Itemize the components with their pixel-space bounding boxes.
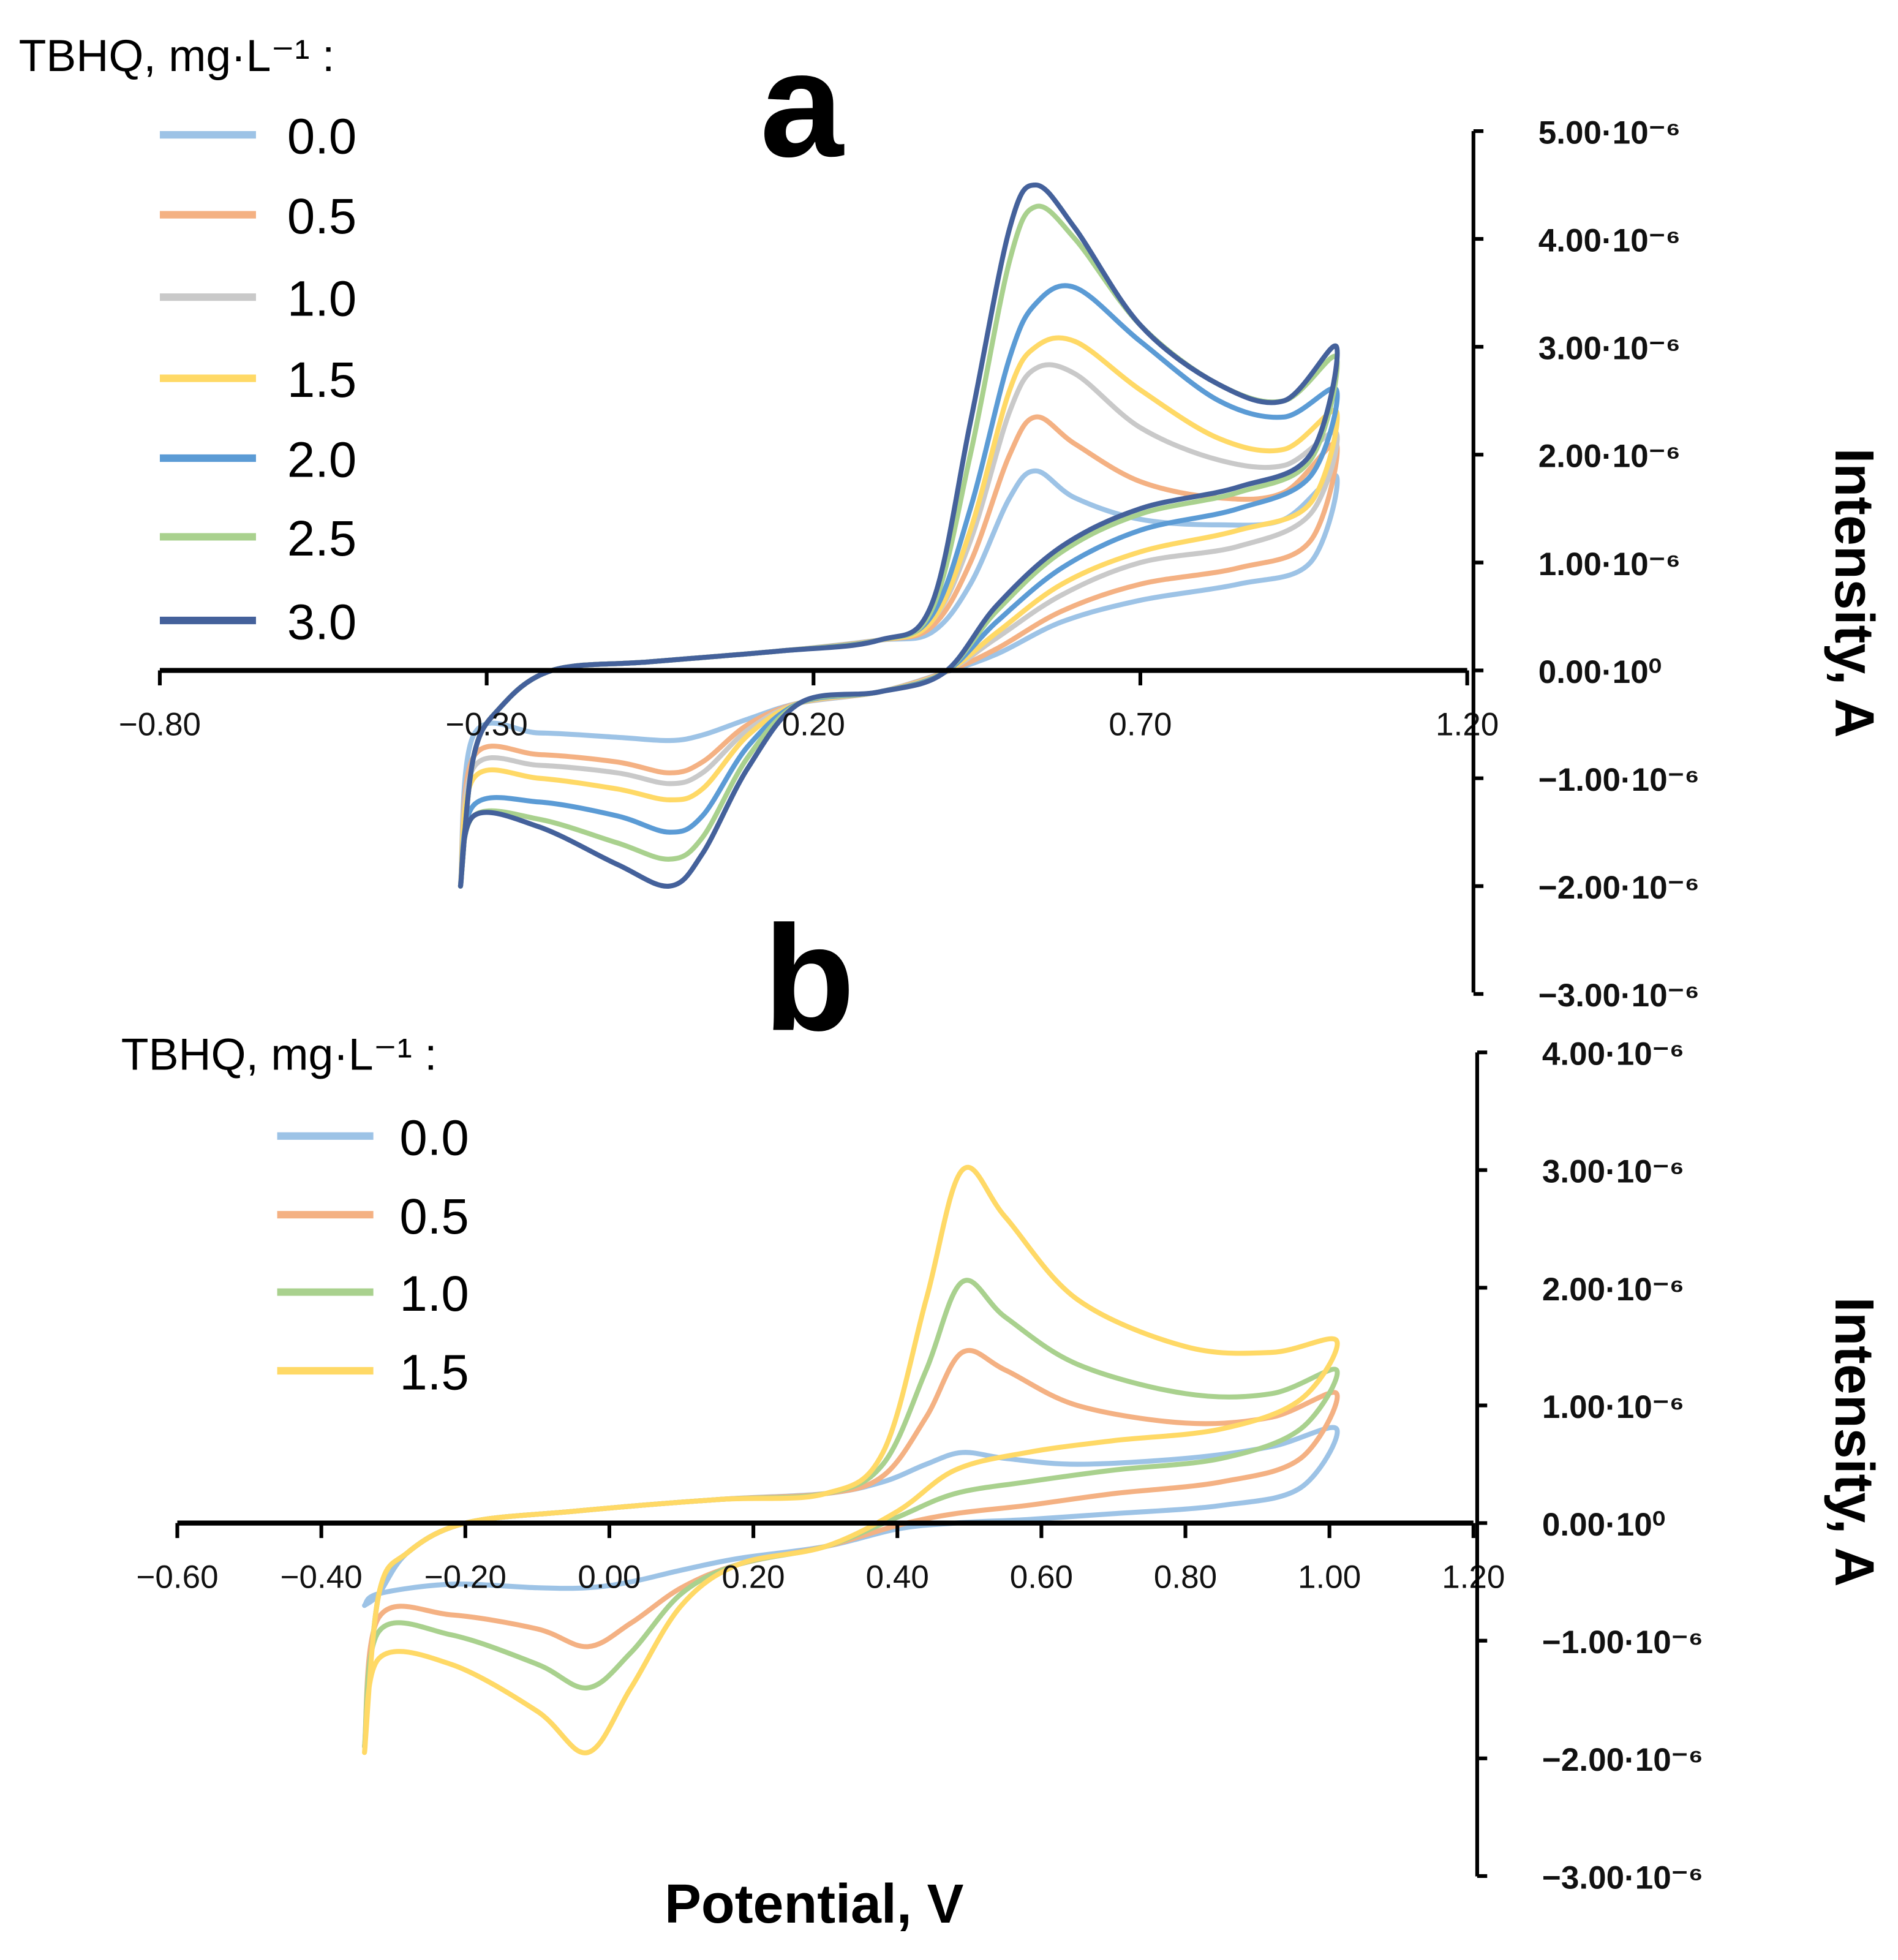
legend-label-0.5: 0.5 — [399, 1189, 469, 1245]
y-tick-label: 3.00·10⁻⁶ — [1542, 1154, 1684, 1190]
series-curve-1.5 — [362, 1164, 1340, 1755]
legend-label-2.5: 2.5 — [287, 511, 356, 567]
legend-title: TBHQ, mg·L⁻¹ : — [121, 1030, 437, 1080]
panel-letter-b: b — [763, 895, 854, 1062]
legend-label-2.0: 2.0 — [287, 432, 356, 488]
x-tick-label: 0.20 — [721, 1559, 785, 1596]
chart-panel-b: −0.60 −0.40 −0.20 0.00 0.20 0.40 0.60 0.80 1.00 1… — [121, 895, 1885, 1896]
panel-letter-a: a — [760, 21, 845, 188]
x-tick-label: 1.20 — [1436, 707, 1499, 743]
legend: TBHQ, mg·L⁻¹ : 0.0 0.5 1.0 1.5 — [121, 1030, 469, 1401]
series-curve-1.5 — [458, 335, 1340, 889]
x-tick-label: 0.20 — [782, 707, 845, 743]
y-tick-label: 1.00·10⁻⁶ — [1542, 1389, 1684, 1425]
chart-panel-a: −0.80 −0.30 0.20 0.70 1.20 5.00·10⁻⁶ 4.00·10⁻⁶… — [19, 21, 1885, 1014]
y-tick-label: −1.00·10⁻⁶ — [1542, 1624, 1703, 1660]
y-axis-title: Intensity, A — [1823, 1297, 1885, 1586]
y-tick-label: 4.00·10⁻⁶ — [1542, 1036, 1684, 1072]
legend-title: TBHQ, mg·L⁻¹ : — [19, 31, 335, 81]
y-tick-label: 0.00·10⁰ — [1542, 1507, 1665, 1543]
y-tick-label: −2.00·10⁻⁶ — [1542, 1742, 1703, 1778]
x-tick-label: −0.80 — [119, 707, 201, 743]
x-tick-label: 0.00 — [578, 1559, 641, 1596]
x-tick-label: 0.70 — [1109, 707, 1172, 743]
series-curve-0.0 — [458, 468, 1340, 889]
x-axis-title: Potential, V — [665, 1874, 964, 1935]
x-tick-label: 0.40 — [866, 1559, 929, 1596]
y-axis-title: Intensity, A — [1823, 448, 1885, 737]
y-tick-label: 1.00·10⁻⁶ — [1538, 546, 1681, 582]
y-tick-label: 2.00·10⁻⁶ — [1542, 1272, 1684, 1308]
legend: TBHQ, mg·L⁻¹ : 0.0 0.5 1.0 1.5 2.0 2.5 3.0 — [19, 31, 357, 650]
y-tick-label: −1.00·10⁻⁶ — [1538, 762, 1700, 798]
y-tick-label: −3.00·10⁻⁶ — [1538, 978, 1700, 1014]
y-tick-label: 5.00·10⁻⁶ — [1538, 115, 1681, 151]
y-tick-label: −2.00·10⁻⁶ — [1538, 870, 1700, 906]
x-tick-label: −0.40 — [281, 1559, 363, 1596]
legend-label-1.0: 1.0 — [287, 271, 356, 327]
y-tick-label: 4.00·10⁻⁶ — [1538, 223, 1681, 259]
x-tick-label: 0.60 — [1010, 1559, 1073, 1596]
x-tick-label: −0.60 — [136, 1559, 218, 1596]
y-tick-label: 2.00·10⁻⁶ — [1538, 439, 1681, 475]
series-curve-3.0 — [458, 182, 1340, 889]
x-tick-label: 0.80 — [1154, 1559, 1217, 1596]
legend-label-0.0: 0.0 — [399, 1110, 469, 1166]
legend-label-0.5: 0.5 — [287, 189, 356, 244]
x-tick-label: 1.00 — [1298, 1559, 1361, 1596]
x-tick-label: −0.20 — [424, 1559, 507, 1596]
legend-label-1.5: 1.5 — [287, 352, 356, 408]
y-tick-label: 3.00·10⁻⁶ — [1538, 331, 1681, 367]
series-curve-0.5 — [362, 1348, 1340, 1749]
legend-label-3.0: 3.0 — [287, 595, 356, 650]
series-curve-0.5 — [458, 414, 1340, 889]
y-tick-label: −3.00·10⁻⁶ — [1542, 1860, 1703, 1896]
x-tick-label: 1.20 — [1442, 1559, 1505, 1596]
x-tick-label: −0.30 — [446, 707, 528, 743]
legend-label-1.0: 1.0 — [399, 1266, 469, 1322]
legend-label-0.0: 0.0 — [287, 109, 356, 165]
y-tick-label: 0.00·10⁰ — [1538, 654, 1662, 690]
legend-label-1.5: 1.5 — [399, 1345, 469, 1401]
